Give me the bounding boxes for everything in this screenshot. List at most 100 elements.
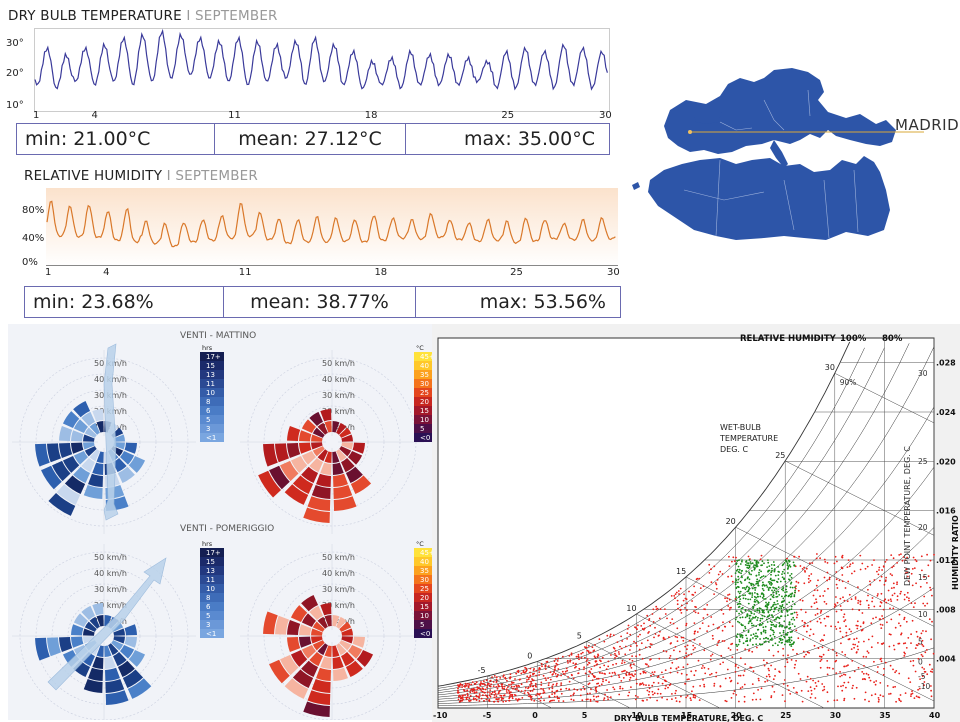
- wind-roses: 50 km/h40 km/h30 km/h20 km/h10 km/h50 km…: [12, 343, 432, 720]
- psychro-point: [554, 668, 556, 670]
- psychro-point: [926, 582, 928, 584]
- psychro-point: [873, 660, 875, 663]
- psychro-point-comfort: [737, 581, 739, 584]
- psychro-point: [795, 611, 798, 614]
- psychro-point: [805, 567, 808, 570]
- scale-label: 10: [206, 389, 215, 397]
- psychro-point: [840, 685, 842, 688]
- psychro-point: [816, 612, 819, 615]
- psychro-point: [457, 690, 459, 692]
- psychro-point: [682, 599, 685, 602]
- psychro-point-comfort: [778, 571, 780, 573]
- psychro-point-comfort: [752, 605, 754, 608]
- psychro-point: [635, 678, 638, 681]
- rose-wedge: [128, 649, 146, 667]
- psychro-point-comfort: [753, 564, 755, 566]
- psychro-point: [748, 578, 751, 581]
- psychro-point-comfort: [739, 635, 742, 638]
- psychro-point: [890, 554, 893, 556]
- psychro-point: [658, 617, 661, 620]
- psychro-point: [757, 689, 759, 691]
- rose-wedge: [320, 409, 332, 422]
- psychro-point-comfort: [771, 579, 773, 582]
- psychro-point: [856, 620, 859, 623]
- rose-wedge: [332, 451, 340, 463]
- psychro-point: [471, 690, 474, 693]
- psychro-point: [472, 698, 475, 701]
- psychro-point: [581, 651, 584, 654]
- psychro-point: [652, 621, 655, 623]
- psychro-point: [535, 694, 537, 697]
- psychro-point: [884, 561, 887, 563]
- psychro-point: [771, 567, 773, 570]
- psychro-point: [699, 643, 701, 645]
- psychro-point: [814, 682, 817, 684]
- psychro-point: [553, 660, 556, 663]
- psychro-point: [866, 565, 869, 568]
- psychro-point: [805, 680, 808, 683]
- psychro-point-comfort: [786, 610, 789, 613]
- psychro-point: [544, 677, 547, 680]
- psychro-point: [844, 619, 847, 621]
- psychro-point: [588, 670, 591, 673]
- dry-bulb-min: min: 21.00°C: [17, 124, 216, 154]
- wind-rose-morning-hours: 50 km/h40 km/h30 km/h20 km/h10 km/h: [12, 350, 196, 534]
- psychro-point-comfort: [746, 566, 749, 569]
- psychro-point: [809, 620, 812, 623]
- rose-wedge: [84, 621, 97, 632]
- psychro-point: [589, 692, 591, 695]
- psychro-point: [686, 663, 689, 666]
- psychro-point: [662, 650, 665, 652]
- psychro-point: [777, 566, 779, 568]
- psychro-point: [621, 659, 624, 662]
- psychro-point: [809, 686, 812, 689]
- psychro-point-comfort: [759, 617, 762, 620]
- psychro-point-comfort: [735, 596, 738, 598]
- rose-wedge: [83, 628, 95, 636]
- psychro-point: [758, 571, 760, 574]
- psychro-point: [654, 633, 657, 635]
- psychro-point: [790, 618, 793, 621]
- psychro-x-tick: 20: [731, 711, 743, 720]
- psychro-point: [626, 632, 629, 634]
- psychro-point: [819, 666, 822, 669]
- psychro-point: [521, 697, 524, 699]
- psychro-point-comfort: [745, 560, 748, 562]
- psychro-point: [619, 645, 621, 648]
- psychro-point: [535, 669, 538, 672]
- psychro-point: [841, 674, 843, 677]
- rose-wedge: [341, 652, 355, 667]
- psychro-point: [865, 672, 868, 675]
- psychro-point: [701, 667, 703, 669]
- psychro-point: [680, 636, 683, 639]
- rose-wedge: [299, 624, 312, 636]
- psychro-point: [717, 573, 720, 576]
- psychro-point: [565, 687, 568, 690]
- psychro-point: [905, 620, 908, 623]
- psychro-point: [887, 599, 890, 602]
- psychro-point: [465, 684, 468, 686]
- rose-wedge: [287, 426, 301, 441]
- psychro-point: [778, 621, 781, 624]
- psychro-point: [674, 597, 676, 600]
- dry-bulb-title-sep: I: [181, 8, 195, 24]
- psychro-point: [925, 630, 927, 633]
- psychro-point: [506, 679, 508, 682]
- rose-wedge: [81, 458, 95, 473]
- psychro-point: [800, 689, 803, 692]
- scale-swatch: [200, 433, 224, 442]
- psychro-point: [502, 697, 505, 700]
- psychro-point: [641, 657, 644, 660]
- psychro-point: [597, 677, 600, 680]
- psychro-point: [690, 653, 693, 656]
- psychro-point: [603, 699, 605, 701]
- scale-label: 10: [206, 585, 215, 593]
- psychro-point: [859, 625, 862, 628]
- psychro-point: [846, 600, 849, 603]
- psychro-point: [586, 663, 589, 666]
- psychro-point: [694, 696, 696, 699]
- psychro-point-comfort: [767, 601, 770, 604]
- psychro-rh-curve: [437, 347, 865, 689]
- psychro-point: [603, 697, 606, 700]
- psychro-point-comfort: [775, 592, 778, 595]
